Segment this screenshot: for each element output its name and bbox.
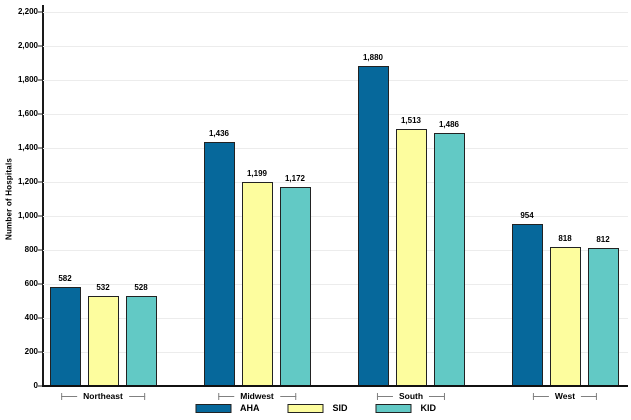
bar-value-label: 954 xyxy=(520,210,534,220)
category-bracket-left xyxy=(61,392,78,400)
y-tick-label: 1,800 xyxy=(17,75,38,84)
y-tick-label: 1,200 xyxy=(17,177,38,186)
chart-legend: AHA SID KID xyxy=(194,403,437,413)
legend-item-kid: KID xyxy=(375,403,437,413)
gridline xyxy=(43,250,628,251)
gridline xyxy=(43,46,628,47)
y-tick-mark xyxy=(38,249,42,251)
gridline xyxy=(43,318,628,319)
y-tick-mark xyxy=(38,351,42,353)
legend-item-sid: SID xyxy=(287,403,348,413)
y-tick-label: 1,600 xyxy=(17,109,38,118)
category-bracket-right xyxy=(128,392,145,400)
y-tick-mark xyxy=(38,215,42,217)
x-category-label: South xyxy=(398,391,424,401)
y-tick-label: 200 xyxy=(24,347,38,356)
bar-sid-northeast xyxy=(87,295,119,386)
bar-value-label: 1,486 xyxy=(438,120,460,130)
bar-value-label: 818 xyxy=(558,233,572,243)
bar-kid-northeast xyxy=(125,296,157,386)
x-category-northeast: Northeast xyxy=(61,391,145,401)
category-bracket-left xyxy=(218,392,235,400)
bar-sid-midwest xyxy=(241,182,273,386)
gridline xyxy=(43,352,628,353)
x-category-label: Northeast xyxy=(83,391,123,401)
x-category-label: Midwest xyxy=(240,391,274,401)
y-tick-mark xyxy=(38,283,42,285)
bar-value-label: 812 xyxy=(596,234,610,244)
bar-kid-west xyxy=(587,247,619,386)
bar-kid-south xyxy=(433,133,465,386)
y-axis-line xyxy=(42,5,44,386)
x-category-midwest: Midwest xyxy=(218,391,296,401)
plot-area: 582 532 528 1,436 1,199 1,172 1,880 1,513 1,486 9… xyxy=(43,12,628,386)
y-tick-mark xyxy=(38,11,42,13)
x-category-label: West xyxy=(554,391,576,401)
bar-aha-south xyxy=(357,66,389,386)
y-tick-mark xyxy=(38,181,42,183)
gridline xyxy=(43,284,628,285)
legend-label-sid: SID xyxy=(332,403,348,413)
category-bracket-right xyxy=(279,392,296,400)
bar-value-label: 1,172 xyxy=(284,173,306,183)
bar-aha-northeast xyxy=(49,287,81,386)
bar-kid-midwest xyxy=(279,186,311,386)
legend-swatch-kid xyxy=(375,404,412,413)
bar-value-label: 1,880 xyxy=(362,53,384,63)
y-tick-mark xyxy=(38,317,42,319)
gridline xyxy=(43,182,628,183)
y-tick-label: 1,000 xyxy=(17,211,38,220)
legend-item-aha: AHA xyxy=(194,403,260,413)
gridline xyxy=(43,148,628,149)
y-tick-label: 400 xyxy=(24,313,38,322)
y-tick-label: 0 xyxy=(33,381,38,390)
bar-value-label: 582 xyxy=(58,274,72,284)
y-tick-mark xyxy=(38,79,42,81)
y-tick-label: 800 xyxy=(24,245,38,254)
gridline xyxy=(43,12,628,13)
category-bracket-right xyxy=(581,392,598,400)
y-tick-mark xyxy=(38,385,42,387)
y-tick-label: 600 xyxy=(24,279,38,288)
category-bracket-right xyxy=(429,392,446,400)
y-tick-mark xyxy=(38,113,42,115)
bar-value-label: 1,436 xyxy=(208,128,230,138)
legend-label-kid: KID xyxy=(420,403,437,413)
legend-swatch-aha xyxy=(194,404,231,413)
y-tick-label: 2,200 xyxy=(17,7,38,16)
bar-aha-west xyxy=(511,223,543,386)
y-tick-label: 1,400 xyxy=(17,143,38,152)
category-bracket-left xyxy=(376,392,393,400)
y-tick-label: 2,000 xyxy=(17,41,38,50)
x-category-south: South xyxy=(376,391,446,401)
bar-sid-south xyxy=(395,128,427,386)
bar-sid-west xyxy=(549,246,581,386)
bar-value-label: 532 xyxy=(96,282,110,292)
bar-value-label: 1,513 xyxy=(400,115,422,125)
y-axis-title: Number of Hospitals xyxy=(4,157,14,241)
x-axis-line xyxy=(42,385,628,387)
legend-label-aha: AHA xyxy=(239,403,260,413)
legend-swatch-sid xyxy=(287,404,324,413)
bar-aha-midwest xyxy=(203,141,235,386)
gridline xyxy=(43,80,628,81)
y-tick-mark xyxy=(38,147,42,149)
y-tick-mark xyxy=(38,45,42,47)
category-bracket-left xyxy=(532,392,549,400)
x-category-west: West xyxy=(532,391,598,401)
gridline xyxy=(43,216,628,217)
bar-value-label: 1,199 xyxy=(246,169,268,179)
bar-value-label: 528 xyxy=(134,283,148,293)
gridline xyxy=(43,114,628,115)
